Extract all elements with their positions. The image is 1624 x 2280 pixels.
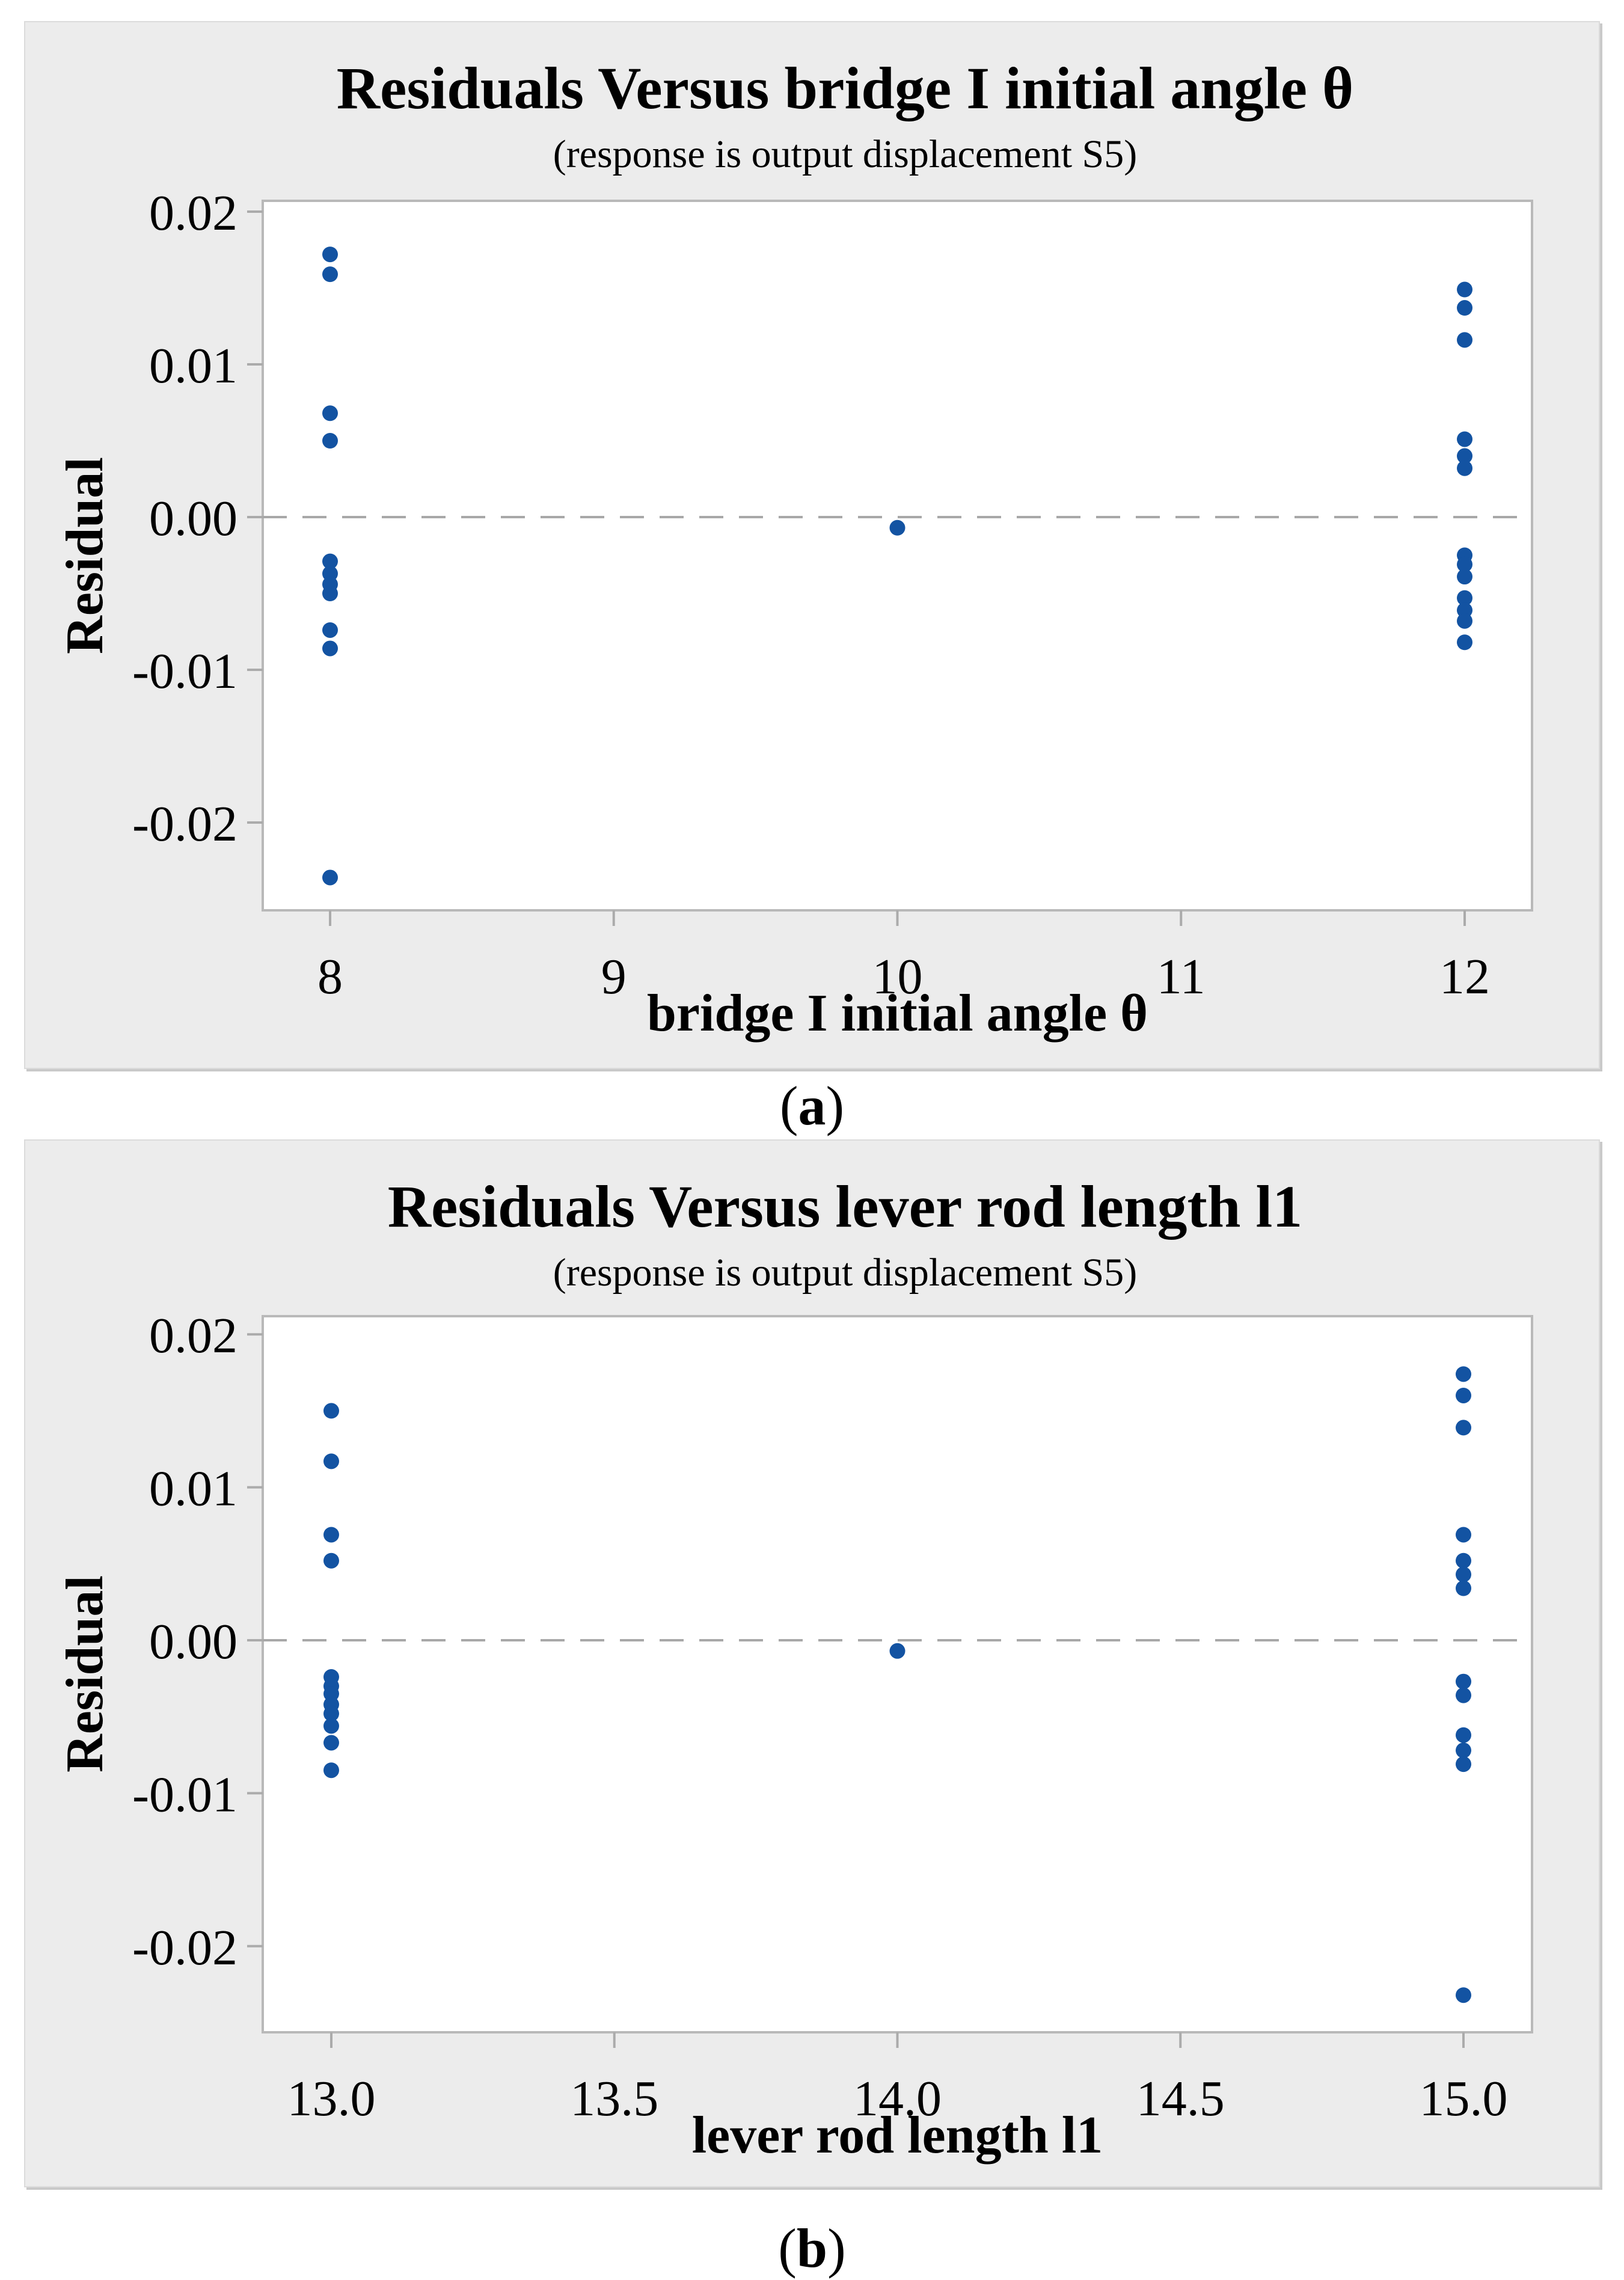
data-point (1457, 431, 1472, 447)
data-point (322, 405, 338, 421)
caption-letter: b (796, 2217, 828, 2279)
data-point (323, 1686, 339, 1702)
data-point (1457, 634, 1472, 651)
data-point (1456, 1673, 1471, 1690)
y-tick-label: -0.01 (132, 643, 237, 699)
data-point (1457, 602, 1472, 618)
figure-b-panel: Residuals Versus lever rod length l1 (re… (24, 1139, 1600, 2187)
x-tick-label: 9 (601, 949, 627, 1005)
plot-area (262, 200, 1533, 912)
y-tick-label: 0.01 (149, 338, 237, 394)
data-point (889, 519, 905, 536)
data-point (1457, 590, 1472, 606)
data-point (323, 1527, 339, 1543)
data-point (1457, 332, 1472, 348)
data-point (1456, 1527, 1471, 1543)
data-point (1457, 569, 1472, 585)
x-tick-label: 12 (1439, 949, 1490, 1005)
figure-a-panel: Residuals Versus bridge I initial angle … (24, 21, 1600, 1069)
y-tick-label: -0.02 (132, 796, 237, 852)
caption-paren: ( (779, 1075, 798, 1136)
data-point (1456, 1552, 1471, 1569)
scatter-plot: 8 9 10 11 12 0.02 0.01 0.00 -0.01 -0.02 (132, 185, 1533, 1005)
figure-a-caption: (a) (0, 1074, 1624, 1138)
data-point (1456, 1727, 1471, 1743)
points-group (323, 1366, 1471, 2003)
data-point (1457, 556, 1472, 572)
x-tick-label: 10 (872, 949, 923, 1005)
chart-title: Residuals Versus lever rod length l1 (387, 1173, 1303, 1240)
data-point (323, 1453, 339, 1469)
y-tick-label: 0.00 (149, 1614, 237, 1670)
points-group (322, 247, 1472, 886)
y-axis-title: Residual (56, 1575, 114, 1773)
x-tick-label: 15.0 (1420, 2071, 1508, 2127)
data-point (1456, 1387, 1471, 1403)
data-point (1456, 1566, 1471, 1583)
x-tick-label: 13.0 (287, 2071, 376, 2127)
caption-paren: ) (827, 2217, 846, 2279)
y-axis-title: Residual (56, 457, 114, 654)
scatter-plot: 13.0 13.5 14.0 14.5 15.0 0.02 0.01 0.00 -0.01 -0.… (132, 1308, 1533, 2127)
chart-subtitle: (response is output displacement S5) (553, 132, 1138, 176)
data-point (1456, 1987, 1471, 2003)
y-tick-label: 0.00 (149, 491, 237, 547)
x-tick-label: 13.5 (570, 2071, 658, 2127)
data-point (1457, 300, 1472, 316)
data-point (1457, 281, 1472, 298)
y-tick-label: 0.01 (149, 1461, 237, 1517)
data-point (322, 553, 338, 569)
figure-b-caption: (b) (0, 2216, 1624, 2280)
data-point (1456, 1756, 1471, 1773)
data-point (322, 565, 338, 581)
data-point (1457, 448, 1472, 464)
data-point (1456, 1742, 1471, 1759)
data-point (322, 586, 338, 601)
caption-letter: a (798, 1075, 826, 1136)
chart-title: Residuals Versus bridge I initial angle … (336, 55, 1354, 121)
data-point (323, 1403, 339, 1419)
data-point (322, 433, 338, 449)
data-point (323, 1735, 339, 1751)
x-tick-label: 11 (1157, 949, 1206, 1005)
plot-area (262, 1315, 1533, 2033)
data-point (1457, 613, 1472, 629)
data-point (322, 640, 338, 657)
data-point (1456, 1366, 1471, 1382)
x-axis-title: bridge I initial angle θ (646, 984, 1148, 1043)
y-tick-label: 0.02 (149, 1308, 237, 1364)
x-axis-title: lever rod length l1 (691, 2106, 1103, 2165)
x-tick-label: 14.5 (1136, 2071, 1225, 2127)
caption-paren: ( (778, 2217, 797, 2279)
data-point (322, 869, 338, 886)
data-point (889, 1643, 905, 1659)
data-point (1456, 1580, 1471, 1596)
x-tick-label: 14.0 (853, 2071, 942, 2127)
y-tick-label: -0.02 (132, 1920, 237, 1976)
caption-paren: ) (826, 1075, 845, 1136)
data-point (322, 622, 338, 638)
data-point (322, 247, 338, 263)
chart-subtitle: (response is output displacement S5) (553, 1251, 1138, 1295)
data-point (323, 1762, 339, 1779)
data-point (323, 1706, 339, 1722)
data-point (1457, 460, 1472, 476)
data-point (322, 266, 338, 283)
y-tick-label: -0.01 (132, 1767, 237, 1822)
x-tick-label: 8 (317, 949, 343, 1005)
data-point (1456, 1687, 1471, 1703)
data-point (323, 1552, 339, 1569)
data-point (323, 1718, 339, 1734)
data-point (1456, 1420, 1471, 1436)
y-tick-label: 0.02 (149, 185, 237, 241)
